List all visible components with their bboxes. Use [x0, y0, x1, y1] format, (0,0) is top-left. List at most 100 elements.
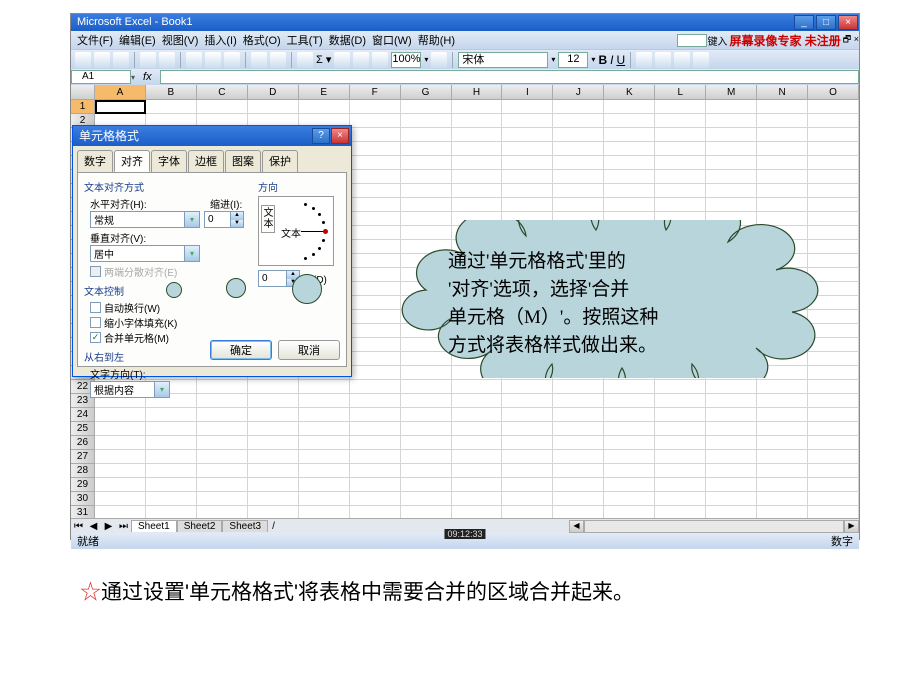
cell[interactable]: [808, 422, 859, 436]
sort-za-icon[interactable]: [353, 52, 369, 68]
chart-icon[interactable]: [372, 52, 388, 68]
menu-format[interactable]: 格式(O): [243, 32, 281, 48]
font-size-select[interactable]: 12: [558, 52, 588, 68]
cell[interactable]: [757, 478, 808, 492]
cell[interactable]: [146, 100, 197, 114]
col-header[interactable]: E: [299, 85, 350, 100]
cell[interactable]: [655, 198, 706, 212]
cell[interactable]: [808, 128, 859, 142]
row-header[interactable]: 31: [71, 506, 95, 518]
cell[interactable]: [706, 184, 757, 198]
cell[interactable]: [757, 436, 808, 450]
cell[interactable]: [401, 436, 452, 450]
cell[interactable]: [401, 170, 452, 184]
cell[interactable]: [604, 436, 655, 450]
cell[interactable]: [757, 100, 808, 114]
col-header[interactable]: B: [146, 85, 197, 100]
cell[interactable]: [95, 408, 146, 422]
cell[interactable]: [706, 478, 757, 492]
cell[interactable]: [604, 142, 655, 156]
cell[interactable]: [553, 156, 604, 170]
cell[interactable]: [401, 156, 452, 170]
paste-icon[interactable]: [224, 52, 240, 68]
cell[interactable]: [197, 100, 248, 114]
cell[interactable]: [757, 184, 808, 198]
cell[interactable]: [452, 408, 503, 422]
sheet-nav-first[interactable]: ⏮: [71, 521, 86, 532]
link-icon[interactable]: [297, 52, 313, 68]
col-header[interactable]: C: [197, 85, 248, 100]
cell[interactable]: [248, 478, 299, 492]
cell[interactable]: [95, 506, 146, 518]
cell[interactable]: [757, 128, 808, 142]
cell[interactable]: [299, 506, 350, 518]
cell[interactable]: [146, 422, 197, 436]
cell[interactable]: [146, 478, 197, 492]
cell[interactable]: [350, 156, 401, 170]
formula-input[interactable]: [160, 70, 859, 84]
cell[interactable]: [146, 450, 197, 464]
cell[interactable]: [808, 198, 859, 212]
cell[interactable]: [604, 128, 655, 142]
underline-button[interactable]: U: [616, 53, 625, 67]
cell[interactable]: [299, 408, 350, 422]
cell[interactable]: [808, 184, 859, 198]
cell[interactable]: [502, 478, 553, 492]
cell[interactable]: [655, 170, 706, 184]
cell[interactable]: [401, 394, 452, 408]
font-name-select[interactable]: 宋体: [458, 52, 548, 68]
cell[interactable]: [553, 170, 604, 184]
cell[interactable]: [299, 422, 350, 436]
cell[interactable]: [706, 506, 757, 518]
tab-border[interactable]: 边框: [188, 150, 224, 172]
cell[interactable]: [553, 422, 604, 436]
cell[interactable]: [299, 100, 350, 114]
cell[interactable]: [401, 492, 452, 506]
cell[interactable]: [553, 142, 604, 156]
cell[interactable]: [757, 422, 808, 436]
tab-protection[interactable]: 保护: [262, 150, 298, 172]
cell[interactable]: [248, 380, 299, 394]
cell[interactable]: [502, 436, 553, 450]
cell[interactable]: [808, 100, 859, 114]
cell[interactable]: [95, 100, 146, 114]
print-icon[interactable]: [140, 52, 156, 68]
cell[interactable]: [553, 506, 604, 518]
col-header[interactable]: L: [655, 85, 706, 100]
cell[interactable]: [197, 380, 248, 394]
new-icon[interactable]: [75, 52, 91, 68]
hscroll-track[interactable]: [584, 520, 844, 533]
cell[interactable]: [95, 436, 146, 450]
cell[interactable]: [248, 464, 299, 478]
cell[interactable]: [808, 394, 859, 408]
cell[interactable]: [757, 394, 808, 408]
cell[interactable]: [502, 380, 553, 394]
cell[interactable]: [655, 464, 706, 478]
minimize-button[interactable]: _: [794, 15, 814, 30]
bold-button[interactable]: B: [598, 53, 607, 67]
cell[interactable]: [350, 450, 401, 464]
cell[interactable]: [502, 114, 553, 128]
cell[interactable]: [452, 436, 503, 450]
cell[interactable]: [655, 156, 706, 170]
cell[interactable]: [401, 100, 452, 114]
cell[interactable]: [350, 170, 401, 184]
tab-font[interactable]: 字体: [151, 150, 187, 172]
cell[interactable]: [553, 478, 604, 492]
cell[interactable]: [197, 408, 248, 422]
cell[interactable]: [452, 198, 503, 212]
cell[interactable]: [553, 380, 604, 394]
open-icon[interactable]: [94, 52, 110, 68]
cell[interactable]: [502, 198, 553, 212]
cell[interactable]: [553, 450, 604, 464]
cell[interactable]: [452, 394, 503, 408]
cell[interactable]: [706, 142, 757, 156]
cell[interactable]: [706, 170, 757, 184]
cell[interactable]: [757, 198, 808, 212]
dialog-help-button[interactable]: ?: [312, 128, 330, 144]
cell[interactable]: [248, 506, 299, 518]
close-button[interactable]: ×: [838, 15, 858, 30]
cell[interactable]: [502, 184, 553, 198]
cell[interactable]: [401, 142, 452, 156]
cell[interactable]: [452, 506, 503, 518]
